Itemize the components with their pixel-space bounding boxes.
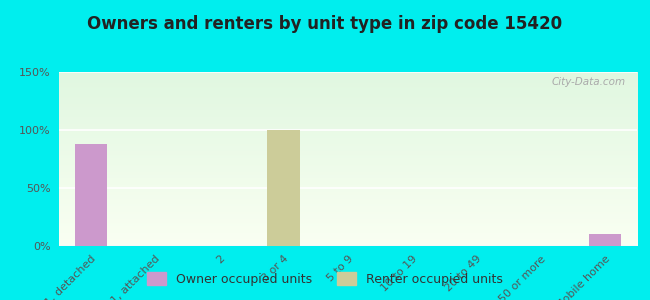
- Bar: [267, 130, 300, 246]
- Legend: Owner occupied units, Renter occupied units: Owner occupied units, Renter occupied un…: [142, 267, 508, 291]
- Bar: [589, 234, 621, 246]
- Text: Owners and renters by unit type in zip code 15420: Owners and renters by unit type in zip c…: [88, 15, 562, 33]
- Bar: [75, 144, 107, 246]
- Text: City-Data.com: City-Data.com: [551, 77, 625, 87]
